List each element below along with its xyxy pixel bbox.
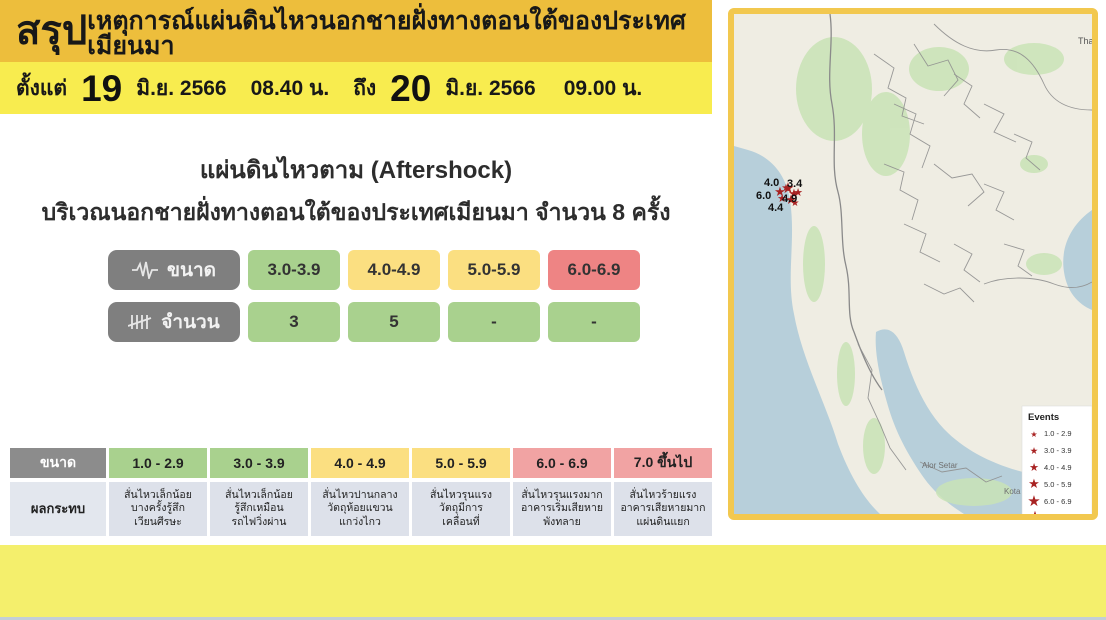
count-value: 3 — [248, 302, 340, 342]
map-forest-patches — [796, 37, 1064, 506]
start-time: 08.40 น. — [250, 76, 330, 100]
legend-title: Events — [1028, 412, 1059, 423]
impact-cell: สั่นไหวรุนแรงมาก อาคารเริ่มเสียหาย พังทล… — [513, 482, 611, 536]
impact-col-header: 6.0 - 6.9 — [513, 448, 611, 478]
legend-star-icon: ★ — [1028, 476, 1040, 491]
legend-star-icon: ★ — [1027, 493, 1040, 510]
aftershock-star: ★ — [785, 192, 797, 207]
legend-stars: ★ ★ ★ ★ ★ ★ — [1027, 430, 1042, 514]
count-value: - — [548, 302, 640, 342]
count-value: - — [448, 302, 540, 342]
aftershock-heading: แผ่นดินไหวตาม (Aftershock) บริเวณนอกชายฝ… — [0, 150, 712, 231]
event-magnitude: 3.4 — [787, 178, 803, 190]
map-province-borders — [857, 23, 1092, 483]
event-magnitude-labels: 4.0 3.4 6.0 4.9 4.4 — [756, 177, 803, 214]
magnitude-bin: 3.0-3.9 — [248, 250, 340, 290]
date-to-label: ถึง — [353, 76, 377, 100]
impact-cell: สั่นไหวเล็กน้อย รู้สึกเหมือน รถไฟวิ่งผ่า… — [210, 482, 308, 536]
map-sea-gulf — [875, 329, 1092, 514]
legend-star-icon: ★ — [1030, 430, 1037, 439]
magnitude-bin: 4.0-4.9 — [348, 250, 440, 290]
legend-item: 3.0 - 3.9 — [1044, 446, 1072, 455]
aftershock-bins-table: ขนาด 3.0-3.9 4.0-4.9 5.0-5.9 6.0-6.9 จำน… — [108, 250, 640, 342]
impact-cell: สั่นไหวร้ายแรง อาคารเสียหายมาก แผ่นดินแย… — [614, 482, 712, 536]
end-time: 09.00 น. — [563, 76, 643, 100]
map-islands — [828, 359, 925, 412]
impact-col-header: 3.0 - 3.9 — [210, 448, 308, 478]
date-band: ตั้งแต่ 19 มิ.ย. 2566 08.40 น. ถึง 20 มิ… — [0, 62, 712, 114]
legend-box — [1021, 405, 1092, 514]
legend-item: 4.0 - 4.9 — [1044, 463, 1072, 472]
event-magnitude: 4.0 — [764, 177, 779, 189]
impact-col-header: 5.0 - 5.9 — [412, 448, 510, 478]
impact-col-header: 7.0 ขึ้นไป — [614, 448, 712, 478]
impact-cell: สั่นไหวรุนแรง วัตถุมีการ เคลื่อนที่ — [412, 482, 510, 536]
legend-item: 5.0 - 5.9 — [1044, 480, 1072, 489]
aftershock-star: ★ — [774, 184, 786, 199]
legend-star-icon: ★ — [1029, 462, 1039, 474]
impact-scale-table: ขนาด 1.0 - 2.9 3.0 - 3.9 4.0 - 4.9 5.0 -… — [10, 448, 712, 536]
aftershock-subtitle: บริเวณนอกชายฝั่งทางตอนใต้ของประเทศเมียนม… — [41, 199, 671, 225]
aftershock-star: ★ — [791, 198, 800, 209]
start-monthyear: มิ.ย. 2566 — [136, 76, 227, 100]
magnitude-bin: 5.0-5.9 — [448, 250, 540, 290]
impact-col-header: 1.0 - 2.9 — [109, 448, 207, 478]
aftershock-star-cluster: ★ ★ ★ ★ ★ ★ ★ ★ — [774, 180, 803, 209]
footer-bar: 80 กรมอุตุนิยมวิทยา กองเฝ้าระวังแผ่นดินไ… — [0, 545, 1106, 617]
end-monthyear: มิ.ย. 2566 — [445, 76, 536, 100]
aftershock-title: แผ่นดินไหวตาม (Aftershock) — [199, 157, 513, 184]
map-label: Alor Setar — [922, 461, 958, 470]
magnitude-bin: 6.0-6.9 — [548, 250, 640, 290]
count-value: 5 — [348, 302, 440, 342]
count-row-text: จำนวน — [161, 312, 220, 333]
event-magnitude: 6.0 — [756, 190, 771, 202]
map-country-border — [829, 14, 883, 391]
legend-item: 1.0 - 2.9 — [1044, 429, 1072, 438]
aftershock-star: ★ — [782, 183, 791, 194]
aftershock-star: ★ — [777, 193, 787, 205]
magnitude-row-text: ขนาด — [167, 260, 216, 281]
magnitude-row-label: ขนาด — [108, 250, 240, 290]
page-title-prefix: สรุป — [16, 9, 88, 53]
aftershock-star: ★ — [781, 180, 794, 197]
impact-cell: สั่นไหวปานกลาง วัตถุห้อยแขวน แกว่งไกว — [311, 482, 409, 536]
bottom-edge-strip — [0, 617, 1106, 620]
header-band: สรุป เหตุการณ์แผ่นดินไหวนอกชายฝั่งทางตอน… — [0, 0, 712, 62]
map-label: Tha — [1078, 36, 1092, 46]
map-legend: Events ★ ★ ★ ★ ★ ★ 1.0 - 2.9 3.0 - 3.9 4… — [1021, 405, 1092, 514]
aftershock-star: ★ — [793, 187, 803, 199]
end-day: 20 — [390, 67, 432, 109]
legend-star-icon: ★ — [1030, 446, 1039, 457]
thailand-map-svg: Tha Alor Setar Kota Bharu ★ ★ ★ ★ ★ ★ ★ … — [734, 14, 1092, 514]
date-from-label: ตั้งแต่ — [16, 76, 68, 100]
impact-col-header: 4.0 - 4.9 — [311, 448, 409, 478]
waveform-icon — [132, 261, 158, 279]
legend-labels: 1.0 - 2.9 3.0 - 3.9 4.0 - 4.9 5.0 - 5.9 … — [1044, 429, 1072, 506]
legend-star-icon: ★ — [1027, 508, 1042, 514]
earthquake-map: Tha Alor Setar Kota Bharu ★ ★ ★ ★ ★ ★ ★ … — [728, 8, 1098, 520]
impact-magnitude-header: ขนาด — [10, 448, 106, 478]
event-magnitude: 4.9 — [782, 193, 797, 205]
event-magnitude: 4.4 — [768, 202, 784, 214]
page-title: เหตุการณ์แผ่นดินไหวนอกชายฝั่งทางตอนใต้ขอ… — [87, 7, 686, 60]
impact-row-header: ผลกระทบ — [10, 482, 106, 536]
legend-item: 6.0 - 6.9 — [1044, 497, 1072, 506]
impact-cell: สั่นไหวเล็กน้อย บางครั้งรู้สึก เวียนศีรษ… — [109, 482, 207, 536]
start-day: 19 — [81, 67, 123, 109]
tally-icon — [128, 315, 152, 329]
aftershock-star: ★ — [788, 186, 800, 201]
map-sea-andaman — [734, 146, 880, 514]
count-row-label: จำนวน — [108, 302, 240, 342]
